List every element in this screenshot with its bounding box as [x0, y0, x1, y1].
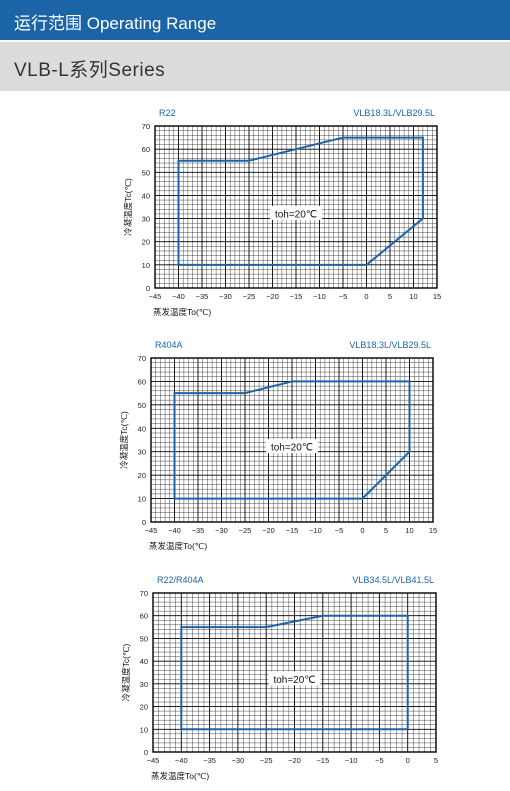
- x-tick-label: 15: [433, 292, 441, 301]
- x-tick-label: −30: [219, 292, 232, 301]
- operating-range-chart-3: −45 −40 −35 −30 −25 −20 −15 −10 −5 0 5010203040506…: [121, 575, 438, 781]
- y-axis-label: 冷凝温度Tc(℃): [123, 178, 133, 236]
- operating-range-chart-1: −45 −40 −35 −30 −25 −20 −15 −10 −5 0 5 10 15 0 10 20 30 4…: [123, 108, 441, 317]
- y-tick-label: 70: [142, 122, 150, 131]
- x-tick-label: 10: [409, 292, 417, 301]
- x-tick-label: 5: [434, 756, 438, 765]
- y-tick-label: 50: [140, 634, 148, 643]
- x-tick-label: 0: [406, 756, 410, 765]
- model-label: VLB18.3L/VLB29.5L: [353, 108, 435, 118]
- y-tick-label: 20: [142, 238, 150, 247]
- x-tick-label: −25: [243, 292, 256, 301]
- operating-envelope-line: [177, 136, 424, 266]
- y-tick-label: 0: [144, 748, 148, 757]
- y-tick-label: 50: [138, 401, 146, 410]
- y-tick-label: 40: [138, 424, 146, 433]
- x-tick-label: −20: [262, 526, 275, 535]
- plot-frame: [154, 125, 438, 289]
- x-tick-label: −5: [335, 526, 344, 535]
- x-tick-label: 15: [429, 526, 437, 535]
- x-tick-label: −5: [339, 292, 348, 301]
- superheat-annotation: toh=20℃: [271, 443, 313, 454]
- x-tick-label: −25: [239, 526, 252, 535]
- x-tick-label: −5: [375, 756, 384, 765]
- x-tick-label: −15: [290, 292, 303, 301]
- x-tick-label: −40: [175, 756, 188, 765]
- y-tick-label: 10: [140, 725, 148, 734]
- y-tick-label: 50: [142, 168, 150, 177]
- operating-range-chart-2: −45 −40 −35 −30 −25 −20 −15 −10 −5 0 5 10 15 0 10 20 30 4…: [119, 340, 437, 551]
- x-tick-label: −40: [172, 292, 185, 301]
- y-tick-label: 40: [140, 657, 148, 666]
- annotation-background: [270, 205, 322, 220]
- x-tick-label: −30: [232, 756, 245, 765]
- y-tick-label: 40: [142, 191, 150, 200]
- x-tick-label: −15: [316, 756, 329, 765]
- y-tick-label: 20: [138, 471, 146, 480]
- x-tick-label: −10: [313, 292, 326, 301]
- refrigerant-label: R22: [159, 108, 176, 118]
- annotation-background: [266, 439, 318, 454]
- y-tick-label: 60: [138, 377, 146, 386]
- y-tick-label: 30: [140, 680, 148, 689]
- x-tick-label: −10: [309, 526, 322, 535]
- x-axis-label: 蒸发温度To(℃): [149, 541, 207, 551]
- y-tick-label: 0: [142, 518, 146, 527]
- x-tick-label: 0: [364, 292, 368, 301]
- refrigerant-label: R404A: [155, 340, 183, 350]
- x-tick-label: 5: [384, 526, 388, 535]
- series-banner: VLB-L系列Series: [0, 42, 510, 91]
- y-tick-label: 70: [140, 589, 148, 598]
- x-tick-label: −25: [260, 756, 273, 765]
- y-tick-label: 10: [142, 261, 150, 270]
- header-bar: 运行范围 Operating Range: [0, 0, 510, 40]
- y-tick-label: 30: [142, 215, 150, 224]
- x-axis-label: 蒸发温度To(℃): [153, 307, 211, 317]
- annotation-background: [268, 671, 321, 686]
- superheat-annotation: toh=20℃: [275, 209, 317, 220]
- operating-envelope-line: [173, 380, 411, 500]
- y-tick-label: 70: [138, 354, 146, 363]
- y-tick-label: 60: [140, 612, 148, 621]
- y-tick-label: 10: [138, 495, 146, 504]
- plot-frame: [150, 357, 434, 523]
- model-label: VLB18.3L/VLB29.5L: [349, 340, 431, 350]
- x-tick-label: −15: [286, 526, 299, 535]
- y-tick-label: 20: [140, 703, 148, 712]
- x-tick-label: −20: [288, 756, 301, 765]
- x-tick-label: 5: [388, 292, 392, 301]
- x-axis-label: 蒸发温度To(℃): [151, 771, 209, 781]
- x-tick-label: −20: [266, 292, 279, 301]
- y-axis-label: 冷凝温度Tc(℃): [121, 643, 131, 701]
- x-tick-label: −45: [147, 756, 160, 765]
- page-title: 运行范围 Operating Range: [14, 14, 217, 33]
- x-tick-label: −35: [203, 756, 216, 765]
- x-tick-label: −35: [192, 526, 205, 535]
- y-axis-label: 冷凝温度Tc(℃): [119, 411, 129, 469]
- model-label: VLB34.5L/VLB41.5L: [352, 575, 434, 585]
- series-title: VLB-L系列Series: [14, 60, 166, 81]
- x-tick-label: 0: [360, 526, 364, 535]
- superheat-annotation: toh=20℃: [273, 675, 315, 686]
- y-tick-label: 60: [142, 145, 150, 154]
- x-tick-label: −40: [168, 526, 181, 535]
- plot-frame: [152, 592, 437, 753]
- y-tick-label: 30: [138, 448, 146, 457]
- y-tick-label: 0: [146, 284, 150, 293]
- x-tick-label: −45: [145, 526, 158, 535]
- x-tick-label: −45: [149, 292, 162, 301]
- x-tick-label: 10: [405, 526, 413, 535]
- x-tick-label: −35: [196, 292, 209, 301]
- refrigerant-label: R22/R404A: [157, 575, 204, 585]
- x-tick-label: −30: [215, 526, 228, 535]
- x-tick-label: −10: [345, 756, 358, 765]
